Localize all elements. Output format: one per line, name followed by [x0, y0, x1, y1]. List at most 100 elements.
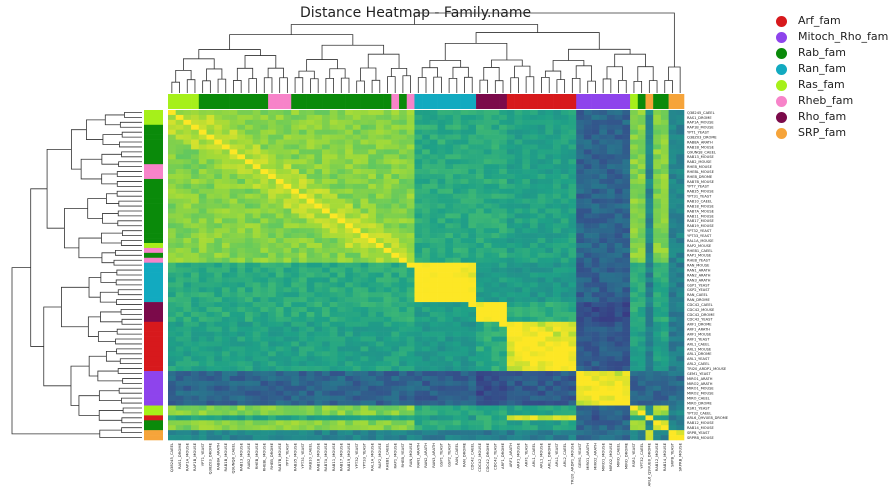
heatmap-cell: [245, 341, 254, 347]
heatmap-cell: [529, 193, 538, 199]
heatmap-cell: [429, 134, 438, 140]
heatmap-cell: [383, 311, 392, 318]
heatmap-cell: [483, 341, 492, 347]
heatmap-cell: [576, 331, 585, 337]
heatmap-cell: [645, 144, 654, 150]
heatmap-cell: [583, 262, 592, 268]
row-family-swatch: [144, 203, 163, 209]
heatmap-cell: [491, 361, 500, 367]
heatmap-cell: [630, 435, 639, 441]
heatmap-cell: [553, 144, 562, 150]
heatmap-cell: [229, 341, 238, 347]
heatmap-cell: [622, 371, 631, 377]
heatmap-cell: [583, 435, 592, 441]
heatmap-cell: [391, 366, 400, 372]
heatmap-cell: [268, 425, 277, 431]
heatmap-cell: [645, 223, 654, 229]
heatmap-cell: [653, 242, 662, 249]
heatmap-cell: [191, 119, 200, 126]
heatmap-cell: [660, 361, 669, 367]
heatmap-cell: [268, 149, 277, 155]
heatmap-cell: [660, 139, 669, 145]
heatmap-cell: [391, 114, 400, 121]
heatmap-cell: [506, 375, 515, 382]
heatmap-cell: [337, 307, 346, 313]
heatmap-cell: [637, 119, 646, 126]
heatmap-cell: [468, 149, 477, 155]
heatmap-cell: [337, 134, 346, 140]
heatmap-cell: [291, 154, 300, 160]
heatmap-cell: [406, 144, 415, 150]
heatmap-cell: [229, 193, 238, 199]
heatmap-cell: [576, 149, 585, 155]
heatmap-cell: [460, 331, 469, 337]
heatmap-cell: [483, 400, 492, 406]
heatmap-cell: [606, 193, 615, 199]
heatmap-cell: [476, 400, 485, 406]
heatmap-cell: [522, 262, 531, 268]
heatmap-cell: [591, 390, 600, 396]
heatmap-cell: [198, 238, 207, 244]
heatmap-cell: [298, 119, 307, 126]
heatmap-cell: [606, 114, 615, 121]
heatmap-cell: [260, 213, 269, 219]
heatmap-cell: [460, 247, 469, 254]
heatmap-cell: [322, 110, 331, 116]
heatmap-cell: [576, 410, 585, 416]
heatmap-cell: [360, 257, 369, 263]
heatmap-cell: [653, 110, 662, 116]
heatmap-cell: [198, 247, 207, 254]
heatmap-cell: [191, 203, 200, 209]
heatmap-cell: [422, 287, 431, 293]
heatmap-cell: [437, 272, 446, 278]
heatmap-cell: [306, 208, 315, 214]
heatmap-cell: [529, 380, 538, 387]
heatmap-cell: [576, 144, 585, 150]
dendrogram-branch: [402, 75, 411, 93]
heatmap-cell: [653, 390, 662, 396]
row-family-swatch: [144, 228, 163, 234]
heatmap-cell: [599, 257, 608, 263]
heatmap-cell: [483, 390, 492, 396]
heatmap-cell: [399, 435, 408, 441]
heatmap-cell: [406, 198, 415, 204]
heatmap-cell: [291, 198, 300, 204]
heatmap-cell: [406, 415, 415, 421]
heatmap-cell: [591, 331, 600, 337]
heatmap-cell: [653, 228, 662, 234]
column-family-swatch: [275, 94, 284, 109]
heatmap-cell: [491, 400, 500, 406]
heatmap-cell: [614, 326, 623, 332]
heatmap-cell: [591, 311, 600, 318]
heatmap-cell: [522, 164, 531, 170]
heatmap-cell: [229, 385, 238, 392]
heatmap-cell: [514, 366, 523, 372]
heatmap-cell: [221, 405, 230, 411]
heatmap-cell: [337, 331, 346, 337]
heatmap-cell: [606, 188, 615, 195]
heatmap-cell: [298, 164, 307, 170]
row-family-swatch: [144, 134, 163, 140]
heatmap-cell: [414, 178, 423, 185]
heatmap-cell: [560, 405, 569, 411]
heatmap-cell: [645, 139, 654, 145]
heatmap-cell: [375, 223, 384, 229]
column-tick-label: ARL6_Q9VUE8_DROME: [647, 442, 652, 486]
heatmap-cell: [206, 267, 215, 273]
heatmap-cell: [645, 252, 654, 259]
heatmap-cell: [506, 316, 515, 323]
heatmap-cell: [306, 277, 315, 283]
heatmap-cell: [576, 129, 585, 135]
heatmap-cell: [268, 390, 277, 396]
heatmap-cell: [476, 405, 485, 411]
heatmap-cell: [606, 149, 615, 155]
heatmap-cell: [322, 154, 331, 160]
heatmap-cell: [560, 124, 569, 131]
heatmap-cell: [522, 415, 531, 421]
heatmap-cell: [360, 262, 369, 268]
heatmap-cell: [406, 178, 415, 185]
dendrogram-branch: [514, 65, 531, 78]
heatmap-cell: [660, 297, 669, 303]
heatmap-cell: [622, 213, 631, 219]
heatmap-cell: [676, 164, 685, 170]
